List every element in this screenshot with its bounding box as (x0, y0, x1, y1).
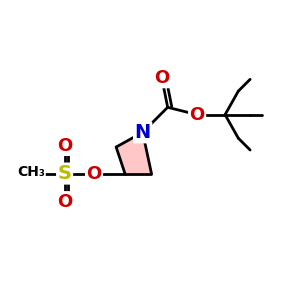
Polygon shape (116, 132, 152, 174)
Text: O: O (57, 136, 72, 154)
Text: O: O (190, 106, 205, 124)
Text: O: O (86, 165, 102, 183)
Text: S: S (58, 164, 72, 183)
Text: CH₃: CH₃ (17, 165, 45, 179)
Text: O: O (154, 69, 170, 87)
Text: O: O (57, 193, 72, 211)
Text: N: N (134, 123, 151, 142)
